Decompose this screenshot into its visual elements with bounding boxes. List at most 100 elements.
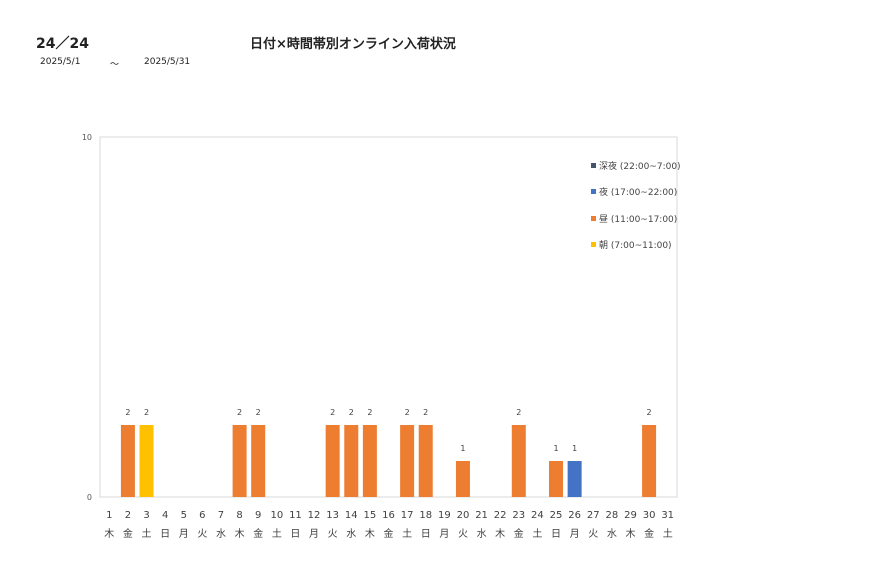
legend-label: 昼 (11:00~17:00) — [599, 214, 678, 225]
data-label: 2 — [256, 408, 261, 417]
data-label: 2 — [330, 408, 335, 417]
x-tick-label: 5 — [181, 510, 187, 521]
x-tick-weekday: 月 — [439, 528, 449, 540]
x-tick-label: 14 — [345, 510, 358, 521]
x-tick-weekday: 月 — [309, 528, 319, 540]
x-tick-label: 21 — [475, 510, 488, 521]
data-label: 2 — [405, 408, 410, 417]
bar-26-series-2 — [567, 461, 582, 497]
legend-item: 昼 (11:00~17:00) — [591, 205, 681, 232]
x-tick-label: 3 — [143, 510, 149, 521]
x-tick-label: 25 — [550, 510, 563, 521]
data-label: 2 — [144, 408, 149, 417]
x-tick-weekday: 金 — [384, 527, 394, 540]
x-tick-weekday: 火 — [328, 528, 338, 540]
x-tick-weekday: 金 — [123, 527, 133, 540]
x-tick-label: 6 — [199, 510, 205, 521]
bar-15-series-1 — [362, 425, 377, 497]
bar-20-series-1 — [455, 461, 470, 497]
x-tick-label: 12 — [308, 510, 321, 521]
legend-swatch — [591, 162, 596, 168]
x-tick-weekday: 木 — [495, 528, 505, 540]
x-tick-label: 7 — [218, 510, 224, 521]
x-tick-weekday: 土 — [532, 527, 542, 540]
x-tick-weekday: 木 — [235, 528, 245, 540]
x-tick-weekday: 土 — [272, 527, 282, 540]
bar-17-series-1 — [400, 425, 415, 497]
x-tick-weekday: 日 — [551, 529, 561, 540]
data-label: 2 — [125, 408, 130, 417]
bar-3-series-0 — [139, 425, 154, 497]
x-tick-label: 11 — [289, 510, 302, 521]
date-start: 2025/5/1 — [40, 57, 81, 67]
bar-9-series-1 — [251, 425, 266, 497]
x-tick-weekday: 木 — [365, 528, 375, 540]
x-tick-weekday: 水 — [216, 528, 226, 540]
x-tick-weekday: 木 — [625, 528, 635, 540]
bar-25-series-1 — [549, 461, 564, 497]
data-label: 1 — [460, 444, 465, 453]
chart-legend: 深夜 (22:00~7:00) 夜 (17:00~22:00) 昼 (11:00~1… — [591, 152, 681, 258]
x-tick-label: 18 — [419, 510, 432, 521]
data-label: 2 — [349, 408, 354, 417]
bar-18-series-1 — [418, 425, 433, 497]
legend-label: 深夜 (22:00~7:00) — [599, 161, 681, 172]
x-tick-label: 26 — [568, 510, 581, 521]
x-tick-label: 24 — [531, 510, 544, 521]
bar-14-series-1 — [344, 425, 359, 497]
x-tick-label: 4 — [162, 510, 168, 521]
x-tick-weekday: 月 — [179, 528, 189, 540]
bar-2-series-1 — [120, 425, 135, 497]
legend-label: 朝 (7:00~11:00) — [599, 241, 672, 252]
x-tick-weekday: 土 — [402, 527, 412, 540]
x-tick-weekday: 金 — [253, 527, 263, 540]
x-tick-weekday: 日 — [421, 529, 431, 540]
x-tick-label: 13 — [326, 510, 339, 521]
y-tick-label: 10 — [82, 133, 92, 142]
x-tick-weekday: 土 — [663, 527, 673, 540]
x-tick-weekday: 金 — [644, 527, 654, 540]
data-label: 2 — [423, 408, 428, 417]
x-tick-weekday: 火 — [458, 528, 468, 540]
x-tick-weekday: 日 — [290, 529, 300, 540]
x-tick-weekday: 日 — [160, 529, 170, 540]
y-tick-label: 0 — [87, 493, 92, 502]
legend-swatch — [591, 215, 596, 221]
legend-item: 朝 (7:00~11:00) — [591, 232, 681, 259]
x-tick-label: 23 — [512, 510, 525, 521]
x-tick-label: 20 — [457, 510, 470, 521]
plot-area — [99, 136, 678, 498]
x-tick-label: 27 — [587, 510, 600, 521]
legend-swatch — [591, 242, 596, 248]
data-label: 2 — [516, 408, 521, 417]
x-tick-label: 28 — [605, 510, 618, 521]
x-tick-label: 17 — [401, 510, 414, 521]
x-tick-weekday: 水 — [607, 528, 617, 540]
x-tick-label: 31 — [661, 510, 674, 521]
legend-item: 夜 (17:00~22:00) — [591, 179, 681, 206]
date-separator: ～ — [110, 60, 120, 70]
x-tick-weekday: 火 — [588, 528, 598, 540]
legend-swatch — [591, 189, 596, 195]
x-tick-label: 29 — [624, 510, 637, 521]
x-tick-label: 22 — [494, 510, 507, 521]
x-tick-label: 10 — [270, 510, 283, 521]
data-label: 1 — [553, 444, 558, 453]
legend-label: 夜 (17:00~22:00) — [599, 188, 678, 199]
x-tick-label: 16 — [382, 510, 395, 521]
x-tick-label: 19 — [438, 510, 451, 521]
bar-23-series-1 — [511, 425, 526, 497]
x-tick-weekday: 土 — [142, 527, 152, 540]
page-title: 日付×時間帯別オンライン入荷状況 — [250, 37, 456, 52]
date-end: 2025/5/31 — [144, 57, 191, 67]
data-label: 2 — [647, 408, 652, 417]
x-tick-label: 8 — [236, 510, 242, 521]
data-label: 2 — [367, 408, 372, 417]
data-label: 1 — [572, 444, 577, 453]
x-tick-weekday: 火 — [197, 528, 207, 540]
bar-30-series-1 — [642, 425, 657, 497]
x-tick-label: 30 — [643, 510, 656, 521]
x-tick-weekday: 水 — [346, 528, 356, 540]
x-tick-weekday: 月 — [570, 528, 580, 540]
x-tick-weekday: 金 — [514, 527, 524, 540]
